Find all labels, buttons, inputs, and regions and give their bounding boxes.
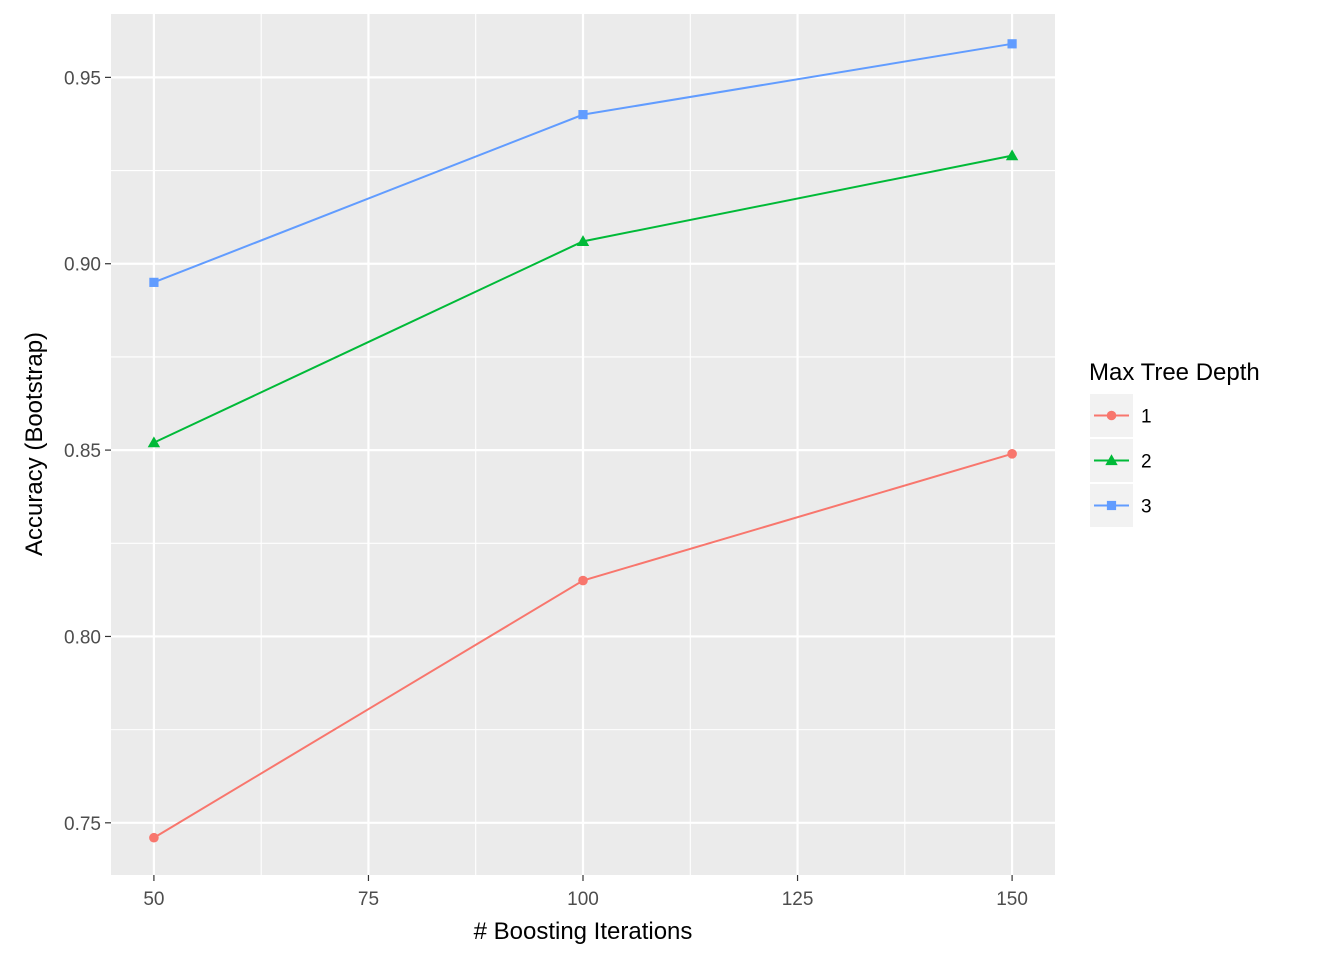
legend-label: 3 <box>1141 497 1152 518</box>
y-tick-label: 0.95 <box>64 68 101 89</box>
y-tick-label: 0.80 <box>64 627 101 648</box>
y-tick-label: 0.85 <box>64 441 101 462</box>
series-1-point <box>149 832 159 843</box>
x-tick-label: 75 <box>358 889 379 910</box>
legend-key-marker <box>1105 454 1118 466</box>
series-3-point <box>578 110 588 120</box>
x-tick-label: 125 <box>782 889 814 910</box>
legend-key-marker <box>1106 500 1117 511</box>
series-2-point <box>576 235 590 247</box>
series-3-point <box>1007 39 1017 49</box>
legend: Max Tree Depth 1 2 3 <box>1089 359 1260 527</box>
series-2-point <box>147 436 161 448</box>
y-tick-label: 0.75 <box>64 814 101 835</box>
y-tick-labels: 0.75 0.80 0.85 0.90 0.95 <box>64 68 101 834</box>
x-tick-labels: 50 75 100 125 150 <box>143 889 1028 910</box>
x-tick-label: 50 <box>143 889 164 910</box>
y-tick-label: 0.90 <box>64 255 101 276</box>
series-2-point <box>1005 149 1019 161</box>
series-1-point <box>578 575 588 586</box>
x-tick-label: 100 <box>567 889 599 910</box>
x-axis-title: # Boosting Iterations <box>474 918 693 945</box>
series-points <box>147 39 1019 843</box>
series-3-point <box>149 277 159 287</box>
legend-key-marker <box>1106 410 1117 421</box>
major-gridlines <box>111 14 1055 875</box>
legend-label: 1 <box>1141 407 1152 428</box>
legend-label: 2 <box>1141 452 1152 473</box>
axis-ticks <box>105 76 1013 881</box>
x-tick-label: 150 <box>996 889 1028 910</box>
series-1-point <box>1007 449 1017 459</box>
legend-title: Max Tree Depth <box>1089 359 1260 386</box>
y-axis-title: Accuracy (Bootstrap) <box>21 332 48 556</box>
